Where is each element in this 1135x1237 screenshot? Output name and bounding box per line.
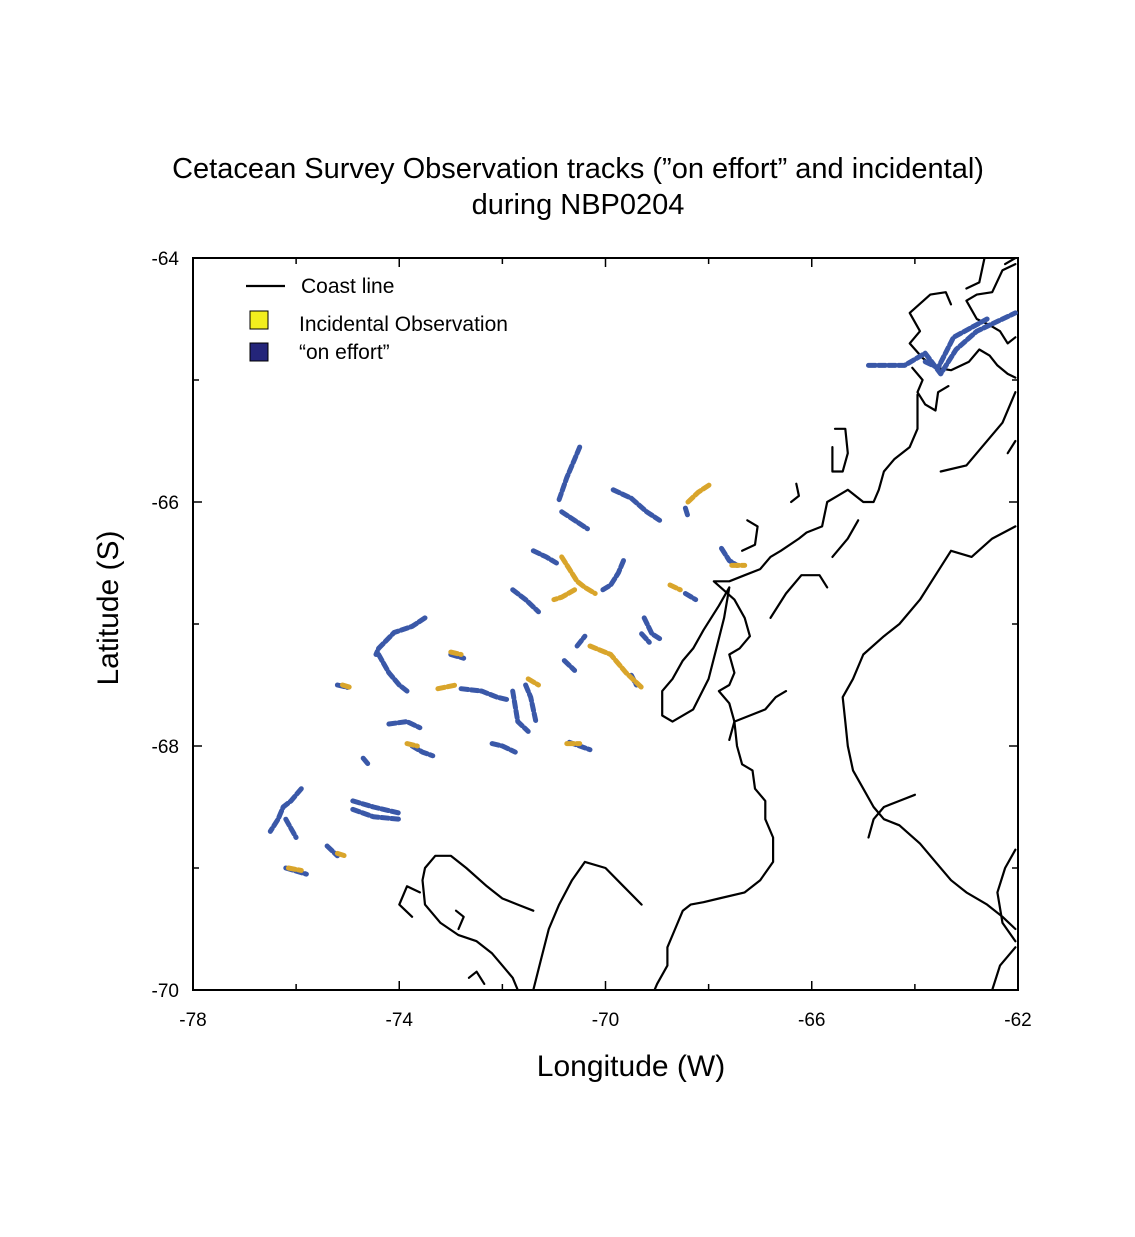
coastline-segment bbox=[996, 848, 1017, 943]
coastline-segment bbox=[467, 970, 486, 985]
legend-effort-label: “on effort” bbox=[299, 341, 390, 364]
effort-track bbox=[719, 545, 740, 568]
coastline-segment bbox=[1004, 258, 1017, 266]
chart-title-line-2: during NBP0204 bbox=[472, 189, 685, 221]
coastline-segment bbox=[769, 574, 829, 619]
incidental-track bbox=[667, 582, 683, 593]
coastline-segment bbox=[965, 263, 1017, 345]
x-tick-label: -74 bbox=[386, 1010, 414, 1031]
x-tick-label: -70 bbox=[592, 1010, 619, 1031]
effort-track bbox=[523, 682, 539, 725]
incidental-track bbox=[334, 850, 348, 859]
coastline-segment bbox=[661, 586, 731, 723]
tick-layer: -78 -74 -70 -66 -62 -70 -68 -66 -64 bbox=[152, 249, 1032, 1031]
y-tick-label: -66 bbox=[152, 493, 179, 514]
x-axis-title: Longitude (W) bbox=[537, 1050, 725, 1083]
effort-track bbox=[350, 806, 402, 822]
effort-track bbox=[639, 631, 652, 645]
legend-incidental-label: Incidental Observation bbox=[299, 313, 508, 336]
coastline-segment bbox=[421, 854, 535, 990]
coastline-segment bbox=[741, 519, 759, 552]
effort-track bbox=[267, 786, 304, 834]
effort-track bbox=[376, 652, 410, 694]
effort-track bbox=[458, 686, 510, 703]
coastline-segment bbox=[911, 366, 950, 412]
legend-coast-label: Coast line bbox=[301, 275, 394, 298]
coastline-segment bbox=[1006, 439, 1017, 455]
effort-track bbox=[373, 615, 428, 657]
chart-title-line-1: Cetacean Survey Observation tracks (”on … bbox=[172, 153, 984, 185]
coastline-segment bbox=[790, 482, 800, 504]
effort-track bbox=[360, 755, 371, 767]
y-axis-title: Latitude (S) bbox=[92, 530, 125, 685]
effort-track bbox=[922, 316, 990, 371]
effort-track bbox=[386, 719, 423, 731]
incidental-track bbox=[525, 676, 541, 688]
y-tick-label: -68 bbox=[152, 737, 179, 758]
x-tick-label: -62 bbox=[1004, 1010, 1031, 1031]
y-tick-label: -70 bbox=[152, 981, 179, 1002]
coastline-segment bbox=[398, 885, 421, 918]
incidental-track bbox=[404, 741, 420, 749]
effort-track bbox=[561, 658, 578, 673]
coastline-segment bbox=[965, 258, 986, 290]
incidental-track bbox=[587, 643, 645, 690]
coastline-segment bbox=[867, 793, 916, 839]
coastline-segment bbox=[831, 427, 849, 473]
effort-track bbox=[866, 310, 1018, 377]
track-layer bbox=[267, 310, 1018, 877]
effort-track bbox=[610, 487, 663, 523]
effort-track bbox=[682, 591, 699, 603]
coastline-segment bbox=[532, 860, 643, 990]
effort-track bbox=[559, 509, 590, 532]
incidental-track bbox=[340, 682, 353, 690]
x-tick-label: -66 bbox=[798, 1010, 825, 1031]
coastline-layer bbox=[398, 258, 1017, 990]
coastline-segment bbox=[939, 391, 1017, 473]
effort-track bbox=[530, 548, 559, 566]
incidental-track bbox=[285, 865, 304, 873]
effort-track bbox=[283, 816, 299, 840]
y-tick-label: -64 bbox=[152, 249, 180, 270]
coastline-segment bbox=[728, 690, 788, 741]
effort-track bbox=[489, 741, 518, 755]
effort-track bbox=[350, 798, 402, 816]
effort-track bbox=[574, 633, 588, 649]
effort-track bbox=[682, 505, 691, 520]
incidental-track bbox=[551, 587, 578, 603]
incidental-track bbox=[435, 682, 459, 692]
coastline-segment bbox=[653, 393, 919, 990]
incidental-track bbox=[559, 554, 598, 596]
legend-incidental-swatch bbox=[249, 310, 269, 330]
effort-track bbox=[510, 587, 541, 615]
legend-effort-swatch bbox=[249, 342, 269, 362]
effort-track bbox=[600, 558, 626, 593]
legend: Coast line Incidental Observation “on ef… bbox=[246, 275, 508, 364]
effort-track bbox=[641, 615, 663, 642]
effort-track bbox=[556, 444, 583, 503]
effort-track bbox=[510, 688, 531, 734]
coastline-segment bbox=[454, 909, 465, 931]
coastline-segment bbox=[831, 519, 860, 558]
incidental-track bbox=[685, 481, 714, 505]
coastline-segment bbox=[991, 946, 1017, 990]
x-tick-label: -78 bbox=[179, 1010, 206, 1031]
incidental-track bbox=[448, 649, 464, 657]
coastline-segment bbox=[841, 525, 1017, 931]
